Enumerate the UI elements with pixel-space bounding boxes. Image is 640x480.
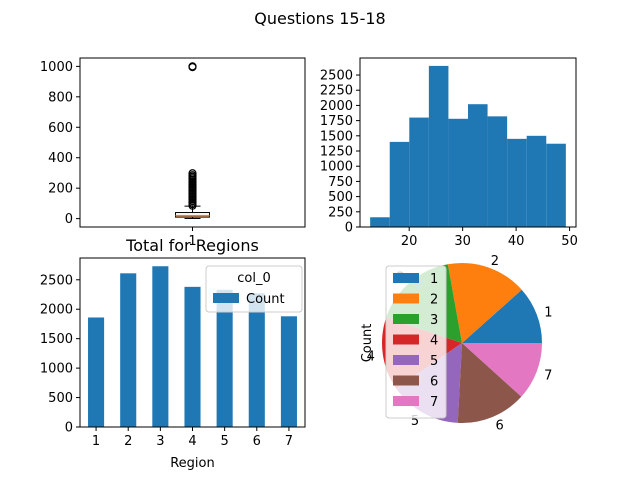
plot-frame	[359, 57, 577, 228]
bar-chart-axes: 0 500 1000 1500 2000 2500 1 2 3 4 5 6 7 Region Total f…	[40, 236, 306, 471]
y-tick-label: 2250	[320, 84, 353, 99]
histogram-bar	[370, 217, 390, 227]
figure-title: Questions 15-18	[254, 9, 385, 28]
y-axis-label: Count	[360, 324, 375, 363]
y-tick-label: 200	[48, 182, 73, 197]
histogram-bar	[468, 104, 488, 227]
histogram-bar	[448, 118, 468, 227]
legend-swatch	[393, 355, 419, 365]
x-tick-label: 3	[156, 434, 164, 449]
x-tick-label: 7	[285, 434, 293, 449]
legend-label: 4	[430, 334, 438, 349]
histogram-bar	[389, 141, 410, 227]
y-tick-label: 1250	[320, 145, 353, 160]
pie-slice	[447, 262, 522, 343]
pie-slice-label: 1	[544, 306, 552, 321]
pie-slice	[462, 289, 542, 343]
y-tick-label: 2500	[40, 273, 73, 288]
x-tick-label: 40	[508, 234, 525, 249]
x-tick-label: 20	[401, 234, 418, 249]
y-tick-label: 1000	[320, 160, 353, 175]
y-tick-label: 1000	[40, 60, 73, 75]
axes-title: Total for Regions	[125, 236, 259, 255]
histogram-bar	[526, 135, 547, 227]
pie-slice-label: 2	[491, 254, 499, 269]
histogram-bar	[428, 65, 449, 227]
x-axis-label: Region	[170, 456, 215, 471]
legend-swatch	[393, 293, 419, 304]
bar	[216, 289, 233, 427]
legend-label: 5	[430, 354, 438, 369]
legend-label: 3	[430, 313, 438, 328]
x-tick-label: 1	[188, 234, 196, 249]
bar	[152, 266, 169, 427]
y-tick-label: 800	[48, 90, 73, 105]
legend-swatch	[393, 314, 419, 324]
y-tick-label: 0	[345, 221, 353, 236]
histogram-bar	[546, 143, 566, 227]
legend-label: 7	[430, 395, 438, 410]
x-tick-label: 2	[124, 434, 132, 449]
legend-label: 1	[430, 272, 438, 287]
y-tick-label: 1000	[40, 362, 73, 377]
y-tick-label: 1750	[320, 114, 353, 129]
y-tick-label: 500	[48, 391, 73, 406]
legend-swatch	[393, 334, 419, 345]
legend-label: 2	[430, 293, 438, 308]
x-tick-label: 5	[221, 434, 229, 449]
pie-slice	[457, 343, 522, 424]
pie-slice-label: 6	[496, 418, 504, 433]
bar	[120, 273, 137, 427]
y-tick-label: 500	[328, 190, 353, 205]
y-tick-label: 2000	[320, 99, 353, 114]
x-tick-label: 1	[92, 434, 100, 449]
y-tick-label: 600	[48, 121, 73, 136]
y-tick-label: 0	[65, 421, 73, 436]
pie-chart-axes: 1234567Count1234567	[360, 254, 553, 434]
pie-slice-label: 5	[411, 414, 419, 429]
boxplot-axes: 0 200 400 600 800 1000 1	[40, 57, 306, 249]
legend-swatch	[213, 293, 239, 303]
histogram-bar	[409, 117, 429, 227]
pie-slice	[462, 343, 542, 397]
legend-label: Count	[246, 292, 285, 307]
x-tick-label: 4	[188, 434, 196, 449]
legend-title: col_0	[237, 271, 270, 286]
y-tick-label: 1500	[320, 129, 353, 144]
legend-swatch	[393, 375, 419, 386]
bar	[280, 316, 297, 427]
y-tick-label: 750	[328, 175, 353, 190]
legend-swatch	[393, 273, 419, 283]
legend-swatch	[393, 396, 419, 406]
outlier-point	[188, 62, 197, 71]
y-tick-label: 2500	[320, 69, 353, 84]
outlier-point	[188, 169, 197, 178]
y-tick-label: 400	[48, 151, 73, 166]
histogram-bar	[487, 116, 508, 227]
y-tick-label: 0	[65, 212, 73, 227]
bar	[248, 293, 265, 427]
pie-slice-label: 7	[544, 369, 552, 384]
bar	[88, 317, 105, 427]
x-tick-label: 6	[253, 434, 261, 449]
pie-slice-label: 4	[367, 349, 375, 364]
y-tick-label: 2000	[40, 303, 73, 318]
y-tick-label: 1500	[40, 332, 73, 347]
histogram-bar	[507, 138, 527, 227]
legend-label: 6	[430, 375, 438, 390]
y-tick-label: 250	[328, 205, 353, 220]
iqr-box	[175, 212, 210, 218]
x-tick-label: 30	[454, 234, 471, 249]
bar	[184, 286, 201, 427]
x-tick-label: 50	[561, 234, 578, 249]
